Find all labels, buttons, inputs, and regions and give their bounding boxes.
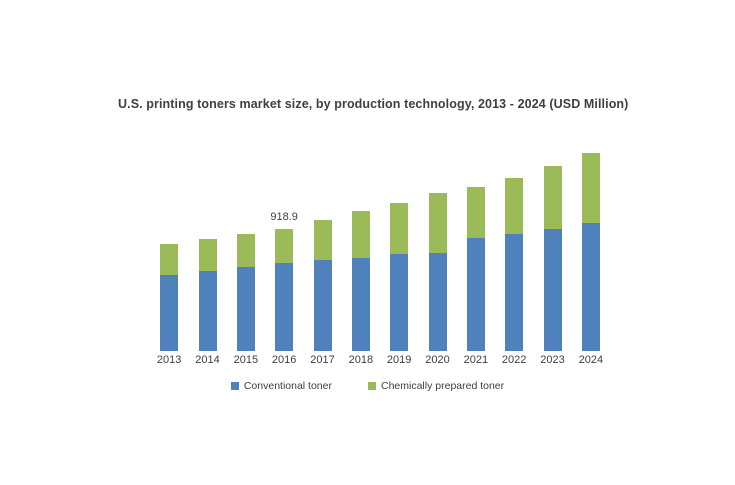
category-label-2021: 2021 [463, 354, 489, 366]
bar-group-2015[interactable] [236, 234, 255, 351]
bar-group-2020[interactable] [428, 193, 447, 351]
category-label-2016: 2016 [271, 354, 297, 366]
bar-group-2016[interactable] [275, 228, 294, 351]
bar-segment-chemically-prepared-2013[interactable] [160, 244, 179, 276]
bar-segment-conventional-2017[interactable] [313, 259, 332, 351]
bar-group-2023[interactable] [543, 166, 562, 351]
bar-segment-conventional-2018[interactable] [351, 258, 370, 351]
category-label-2015: 2015 [233, 354, 259, 366]
bar-segment-conventional-2014[interactable] [198, 271, 217, 351]
chart-legend: Conventional toner Chemically prepared to… [0, 380, 735, 392]
bar-segment-chemically-prepared-2016[interactable] [275, 228, 294, 264]
bar-segment-conventional-2024[interactable] [581, 223, 600, 351]
bar-group-2018[interactable] [351, 211, 370, 351]
plot-area: 918.9 [150, 140, 610, 351]
bar-group-2021[interactable] [466, 187, 485, 351]
bar-segment-chemically-prepared-2022[interactable] [505, 178, 524, 235]
chart-title: U.S. printing toners market size, by pro… [118, 97, 629, 111]
data-value-label-2016: 918.9 [270, 210, 298, 223]
legend-swatch-icon [230, 382, 239, 390]
bar-segment-conventional-2016[interactable] [275, 263, 294, 351]
legend-label: Conventional toner [243, 380, 332, 392]
bar-segment-chemically-prepared-2023[interactable] [543, 166, 562, 230]
bar-segment-chemically-prepared-2021[interactable] [466, 187, 485, 238]
bar-segment-conventional-2015[interactable] [236, 267, 255, 351]
category-label-2020: 2020 [425, 354, 450, 366]
bar-segment-conventional-2021[interactable] [466, 238, 485, 351]
category-label-2013: 2013 [156, 354, 182, 366]
bar-segment-chemically-prepared-2014[interactable] [198, 239, 217, 272]
bar-segment-chemically-prepared-2024[interactable] [581, 153, 600, 224]
bar-group-2014[interactable] [198, 239, 217, 351]
bar-segment-conventional-2019[interactable] [390, 254, 409, 351]
bar-group-2013[interactable] [160, 244, 179, 351]
category-label-2024: 2024 [578, 354, 604, 366]
bar-group-2024[interactable] [581, 153, 600, 351]
legend-item-chemically-prepared-toner[interactable]: Chemically prepared toner [368, 380, 504, 392]
category-label-2018: 2018 [348, 354, 374, 366]
bar-group-2019[interactable] [390, 203, 409, 351]
bar-segment-chemically-prepared-2015[interactable] [236, 234, 255, 268]
category-label-2022: 2022 [501, 354, 527, 366]
legend-item-conventional-toner[interactable]: Conventional toner [230, 380, 332, 392]
bar-group-2022[interactable] [505, 178, 524, 351]
bar-segment-chemically-prepared-2020[interactable] [428, 193, 447, 253]
bar-segment-conventional-2022[interactable] [505, 234, 524, 351]
bar-group-2017[interactable] [313, 220, 332, 351]
bar-segment-chemically-prepared-2019[interactable] [390, 203, 409, 254]
category-label-2023: 2023 [540, 354, 565, 366]
bar-segment-conventional-2023[interactable] [543, 229, 562, 351]
bar-segment-conventional-2020[interactable] [428, 253, 447, 351]
bar-segment-chemically-prepared-2018[interactable] [351, 211, 370, 258]
category-label-2014: 2014 [195, 354, 220, 366]
category-label-2019: 2019 [386, 354, 412, 366]
bar-segment-conventional-2013[interactable] [160, 275, 179, 351]
legend-label: Chemically prepared toner [381, 380, 505, 392]
category-axis: 2013 2014 2015 2016 2017 2018 2019 2020 2021 2022… [150, 354, 610, 372]
legend-swatch-icon [368, 382, 376, 390]
bar-segment-chemically-prepared-2017[interactable] [313, 220, 332, 260]
category-label-2017: 2017 [310, 354, 335, 366]
